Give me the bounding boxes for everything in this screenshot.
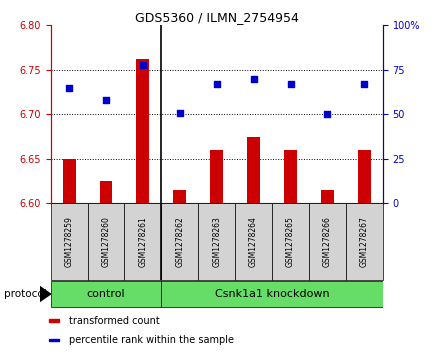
Bar [62, 159, 76, 203]
Text: percentile rank within the sample: percentile rank within the sample [69, 335, 234, 345]
Bar [51, 203, 88, 280]
Text: GSM1278259: GSM1278259 [65, 216, 73, 267]
Point [176, 110, 183, 115]
Bar [198, 203, 235, 280]
Bar [358, 150, 371, 203]
Text: GSM1278266: GSM1278266 [323, 216, 332, 267]
Text: Csnk1a1 knockdown: Csnk1a1 knockdown [215, 289, 330, 299]
Text: GSM1278267: GSM1278267 [360, 216, 369, 267]
Text: GSM1278261: GSM1278261 [138, 216, 147, 267]
Bar [161, 281, 383, 307]
Text: protocol: protocol [4, 289, 47, 299]
Text: GSM1278262: GSM1278262 [175, 216, 184, 267]
Point [324, 111, 331, 117]
Point [250, 76, 257, 82]
Bar [48, 319, 59, 322]
Bar [99, 181, 113, 203]
Bar [321, 190, 334, 203]
Text: transformed count: transformed count [69, 316, 160, 326]
Bar [284, 150, 297, 203]
Bar [272, 203, 309, 280]
Title: GDS5360 / ILMN_2754954: GDS5360 / ILMN_2754954 [135, 11, 299, 24]
Point [287, 81, 294, 87]
Text: GSM1278260: GSM1278260 [102, 216, 110, 267]
Text: GSM1278263: GSM1278263 [212, 216, 221, 267]
Bar [48, 339, 59, 341]
Bar [210, 150, 223, 203]
Point [361, 81, 368, 87]
Point [66, 85, 73, 90]
Bar [161, 203, 198, 280]
Text: GSM1278264: GSM1278264 [249, 216, 258, 267]
Text: control: control [87, 289, 125, 299]
Point [213, 81, 220, 87]
Bar [346, 203, 383, 280]
Bar [235, 203, 272, 280]
Polygon shape [40, 286, 51, 302]
Bar [309, 203, 346, 280]
Bar [173, 190, 186, 203]
Point [103, 97, 110, 103]
Bar [51, 281, 161, 307]
Bar [136, 59, 149, 203]
Bar [125, 203, 161, 280]
Bar [88, 203, 125, 280]
Text: GSM1278265: GSM1278265 [286, 216, 295, 267]
Point [139, 62, 147, 68]
Bar [247, 136, 260, 203]
